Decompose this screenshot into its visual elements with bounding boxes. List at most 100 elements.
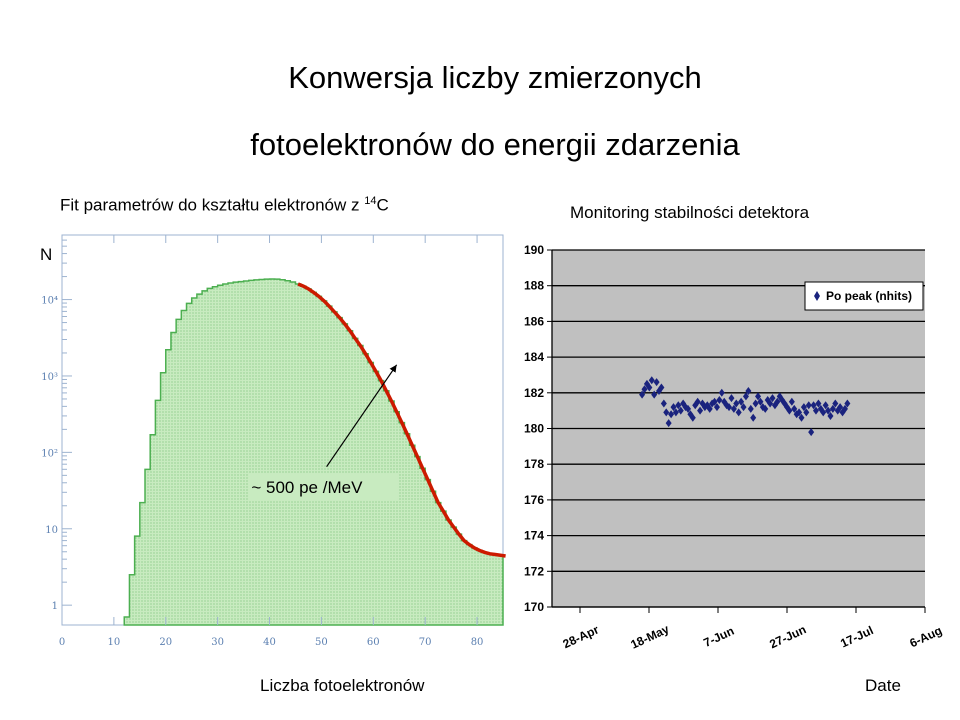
data-point	[808, 428, 815, 437]
data-point	[841, 404, 848, 413]
data-point	[646, 383, 653, 392]
x-tick-label: 27-Jun	[767, 622, 808, 651]
y-tick-label: 1	[52, 601, 58, 612]
data-point	[815, 399, 822, 408]
data-point	[762, 404, 769, 413]
data-point	[716, 395, 723, 404]
x-tick-label: 80	[471, 637, 484, 648]
data-point	[665, 419, 672, 428]
data-point	[697, 406, 704, 415]
data-point	[832, 399, 839, 408]
y-tick-label: 170	[524, 600, 544, 614]
y-tick-label: 10⁴	[41, 296, 58, 307]
data-point	[788, 397, 795, 406]
data-point	[713, 403, 720, 412]
data-point	[805, 401, 812, 410]
data-point	[750, 413, 757, 422]
data-point	[757, 397, 764, 406]
x-tick-label: 40	[263, 637, 276, 648]
data-point	[670, 403, 677, 412]
data-point	[675, 401, 682, 410]
legend-marker	[814, 291, 820, 301]
data-point	[687, 410, 694, 419]
data-point	[829, 404, 836, 413]
legend-label: Po peak (nhits)	[826, 289, 912, 303]
y-tick-label: 176	[524, 493, 544, 507]
slide-title-line2: fotoelektronów do energii zdarzenia	[250, 127, 740, 162]
data-point	[738, 397, 745, 406]
data-point	[784, 403, 790, 412]
y-tick-label: 186	[524, 314, 544, 328]
y-tick-label: 188	[524, 279, 544, 293]
y-tick-label: 174	[524, 529, 544, 543]
data-point	[839, 408, 846, 417]
data-point	[709, 399, 716, 408]
data-point	[786, 406, 793, 415]
data-point	[791, 404, 798, 413]
slide-title-line1: Konwersja liczby zmierzonych	[288, 60, 702, 95]
data-point	[648, 376, 655, 385]
data-point	[651, 390, 658, 399]
x-tick-label: 18-May	[628, 622, 671, 652]
data-point	[677, 406, 684, 415]
data-point	[653, 378, 660, 387]
data-point	[793, 410, 800, 419]
x-tick-label: 10	[108, 637, 121, 648]
data-point	[779, 395, 786, 404]
left-chart-title-sup: 14	[364, 195, 377, 207]
data-point	[747, 404, 754, 413]
data-point	[660, 399, 667, 408]
annotation-arrow	[326, 364, 398, 467]
data-point	[680, 399, 687, 408]
x-tick-label: 6-Aug	[907, 623, 944, 650]
left-x-axis-label: Liczba fotoelektronów	[260, 676, 425, 695]
data-point	[800, 403, 807, 412]
data-point	[735, 408, 742, 417]
data-point	[812, 406, 819, 415]
left-y-axis-label: N	[40, 245, 53, 264]
stability-chart: 170 172 174 176 178 180 182 184 186 188 190 28-Apr 1…	[524, 243, 944, 652]
data-point	[728, 394, 735, 403]
data-point	[689, 413, 696, 422]
data-point	[641, 385, 648, 394]
fit-curve	[297, 282, 506, 558]
y-tick-label: 10	[45, 525, 58, 536]
data-point	[822, 401, 829, 410]
y-tick-label: 172	[524, 564, 544, 578]
annotation-bg	[247, 473, 398, 502]
data-point	[684, 404, 691, 413]
data-point	[810, 401, 817, 410]
data-point	[694, 397, 701, 406]
data-point	[711, 397, 718, 406]
x-tick-label: 70	[419, 637, 432, 648]
y-tick-label: 184	[524, 350, 544, 364]
data-point	[774, 397, 781, 406]
x-tick-label: 0	[59, 637, 65, 648]
data-point	[798, 413, 805, 422]
data-point	[752, 399, 759, 408]
data-point	[668, 410, 675, 419]
data-point	[803, 408, 810, 417]
left-chart-title-tail: C	[376, 195, 389, 215]
x-tick-label: 60	[367, 637, 380, 648]
data-point	[820, 408, 827, 417]
y-tick-label: 10³	[41, 372, 58, 383]
data-point	[733, 399, 740, 408]
data-point	[755, 392, 762, 401]
left-chart-title-main: Fit parametrów do kształtu elektronów z	[60, 195, 365, 215]
x-tick-label: 30	[211, 637, 224, 648]
histogram-chart: 0 10 20 30 40 50 60 70 80 1 10 10² 10³ 10⁴ ~ 500 pe /M…	[41, 234, 506, 648]
data-point	[740, 403, 747, 412]
y-tick-label: 190	[524, 243, 544, 257]
data-point	[721, 397, 728, 406]
annotation-label: ~ 500 pe /MeV	[251, 478, 363, 497]
data-point	[706, 404, 713, 413]
right-chart-title: Monitoring stabilności detektora	[570, 203, 810, 222]
data-point	[639, 390, 646, 399]
data-point	[701, 403, 708, 412]
x-tick-label: 7-Jun	[701, 624, 736, 650]
data-point	[726, 403, 733, 412]
data-point	[825, 406, 832, 415]
data-point	[663, 408, 670, 417]
data-point	[767, 399, 774, 408]
